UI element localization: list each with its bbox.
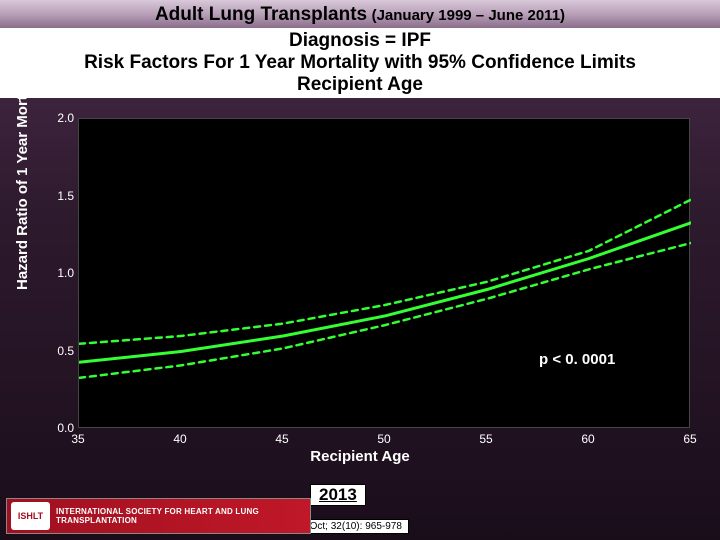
subtitle-line2: Risk Factors For 1 Year Mortality with 9… [6,52,714,74]
y-axis-label: Hazard Ratio of 1 Year Mortality [14,65,31,290]
x-axis-label: Recipient Age [310,448,409,465]
logo-badge-icon: ISHLT [11,502,50,530]
footer-bar: ISHLT INTERNATIONAL SOCIETY FOR HEART AN… [0,492,720,540]
xtick: 35 [71,432,84,446]
title-main: Adult Lung Transplants [155,4,367,25]
slide: Adult Lung Transplants (January 1999 – J… [0,0,720,540]
logo-text: INTERNATIONAL SOCIETY FOR HEART AND LUNG… [56,507,310,525]
p-value: p < 0. 0001 [539,351,615,368]
xtick: 45 [275,432,288,446]
ishlt-logo: ISHLT INTERNATIONAL SOCIETY FOR HEART AN… [6,498,311,534]
xtick: 40 [173,432,186,446]
logo-acronym: ISHLT [18,512,43,521]
ytick: 0.5 [50,344,74,358]
header-bar: Adult Lung Transplants (January 1999 – J… [0,0,720,28]
xtick: 60 [581,432,594,446]
xtick: 65 [683,432,696,446]
ytick: 1.5 [50,189,74,203]
subtitle-line1: Diagnosis = IPF [6,30,714,52]
xtick: 50 [377,432,390,446]
title-dates: (January 1999 – June 2011) [372,7,565,24]
plot-svg [79,119,691,429]
ytick: 1.0 [50,266,74,280]
plot-region: p < 0. 0001 [78,118,690,428]
ytick: 2.0 [50,111,74,125]
subtitle-block: Diagnosis = IPF Risk Factors For 1 Year … [0,28,720,98]
chart-area: Hazard Ratio of 1 Year Mortality 2.0 1.5… [20,110,700,470]
xtick: 55 [479,432,492,446]
subtitle-line3: Recipient Age [6,74,714,96]
